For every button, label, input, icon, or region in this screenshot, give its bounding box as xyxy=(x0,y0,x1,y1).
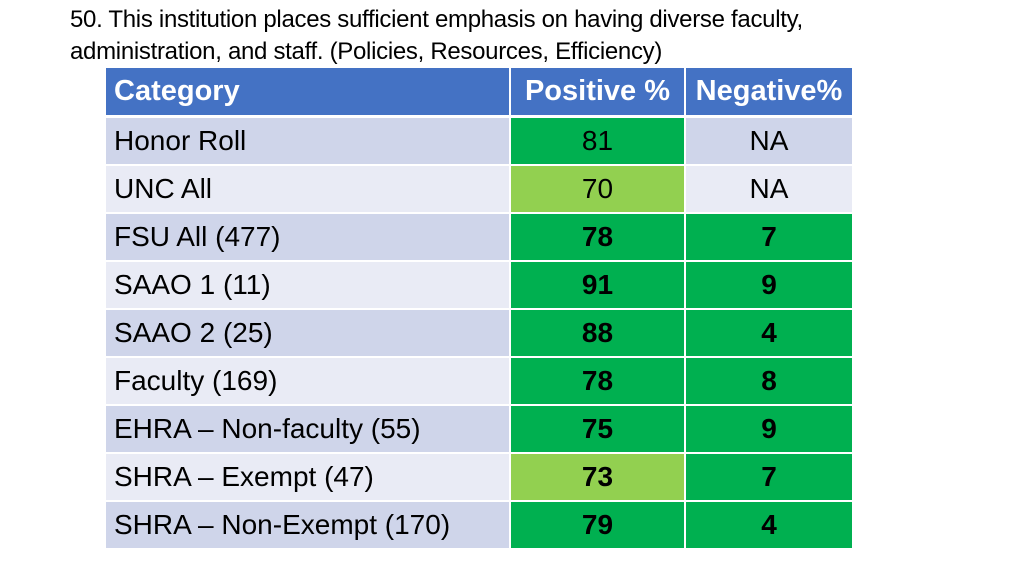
table-row: UNC All 70 NA xyxy=(106,165,852,214)
cell-negative: 7 xyxy=(685,453,852,502)
cell-positive: 81 xyxy=(510,116,686,166)
cell-category: Honor Roll xyxy=(106,116,511,166)
slide-title-line-1: 50. This institution places sufficient e… xyxy=(70,6,803,33)
cell-positive: 70 xyxy=(510,165,686,214)
cell-negative: 7 xyxy=(685,213,852,262)
table-row: SAAO 1 (11) 91 9 xyxy=(106,261,852,310)
cell-negative: NA xyxy=(685,116,852,166)
cell-positive: 88 xyxy=(510,309,686,358)
cell-negative: 4 xyxy=(685,309,852,358)
slide-title: 50. This institution places sufficient e… xyxy=(70,4,970,68)
cell-negative: 9 xyxy=(685,405,852,454)
table-row: SHRA – Exempt (47) 73 7 xyxy=(106,453,852,502)
cell-category: SHRA – Exempt (47) xyxy=(106,453,511,502)
header-category: Category xyxy=(106,68,511,118)
cell-positive: 91 xyxy=(510,261,686,310)
cell-category: FSU All (477) xyxy=(106,213,511,262)
slide-title-line-2: administration, and staff. (Policies, Re… xyxy=(70,38,663,65)
cell-category: UNC All xyxy=(106,165,511,214)
cell-negative: 9 xyxy=(685,261,852,310)
table-row: SHRA – Non-Exempt (170) 79 4 xyxy=(106,501,852,550)
cell-category: EHRA – Non-faculty (55) xyxy=(106,405,511,454)
table-row: FSU All (477) 78 7 xyxy=(106,213,852,262)
cell-positive: 78 xyxy=(510,357,686,406)
header-negative: Negative% xyxy=(685,68,852,118)
cell-negative: NA xyxy=(685,165,852,214)
cell-positive: 75 xyxy=(510,405,686,454)
table-row: SAAO 2 (25) 88 4 xyxy=(106,309,852,358)
results-table: Category Positive % Negative% Honor Roll… xyxy=(106,68,852,550)
table-row: Faculty (169) 78 8 xyxy=(106,357,852,406)
cell-positive: 79 xyxy=(510,501,686,550)
cell-category: SAAO 1 (11) xyxy=(106,261,511,310)
cell-positive: 78 xyxy=(510,213,686,262)
cell-negative: 4 xyxy=(685,501,852,550)
cell-negative: 8 xyxy=(685,357,852,406)
table-row: EHRA – Non-faculty (55) 75 9 xyxy=(106,405,852,454)
table-header-row: Category Positive % Negative% xyxy=(106,68,852,118)
table-row: Honor Roll 81 NA xyxy=(106,116,852,166)
cell-category: SAAO 2 (25) xyxy=(106,309,511,358)
cell-category: SHRA – Non-Exempt (170) xyxy=(106,501,511,550)
header-positive: Positive % xyxy=(510,68,686,118)
cell-category: Faculty (169) xyxy=(106,357,511,406)
cell-positive: 73 xyxy=(510,453,686,502)
